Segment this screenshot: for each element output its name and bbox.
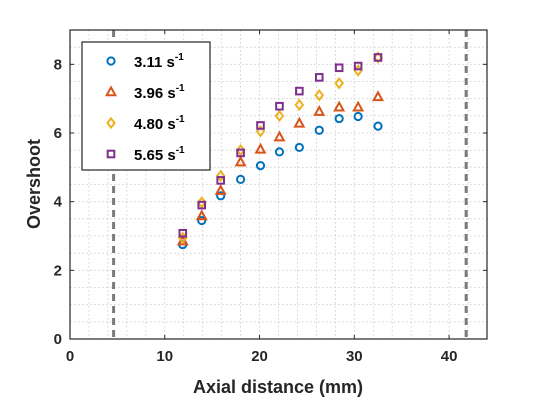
x-tick-label: 30: [346, 348, 363, 365]
data-point: [216, 191, 226, 201]
data-point: [353, 61, 363, 71]
data-point: [255, 125, 266, 138]
y-tick-label: 0: [54, 331, 62, 348]
legend-exponent: -1: [176, 145, 185, 156]
data-point: [214, 184, 227, 195]
legend-label: 4.80 s-1: [134, 114, 185, 133]
x-axis-title: Axial distance (mm): [193, 377, 363, 397]
data-point: [293, 116, 306, 128]
data-point: [334, 63, 344, 73]
y-tick-label: 2: [54, 262, 62, 279]
x-tick-label: 20: [251, 348, 268, 365]
data-point: [313, 105, 326, 116]
data-point: [255, 161, 266, 171]
data-point: [295, 86, 304, 96]
y-tick-label: 8: [54, 56, 62, 73]
data-point: [333, 100, 346, 112]
legend-exponent: -1: [176, 114, 185, 125]
data-point: [294, 98, 305, 112]
data-point: [195, 209, 208, 221]
legend-exponent: -1: [176, 83, 185, 94]
data-point: [235, 174, 246, 184]
data-point: [334, 76, 345, 90]
legend-exponent: -1: [175, 52, 184, 63]
data-points: [176, 51, 385, 250]
data-point: [256, 121, 265, 130]
y-tick-labels: 0 2 4 6 8: [54, 56, 63, 348]
legend-label: 3.11 s-1: [134, 52, 184, 71]
data-point: [314, 73, 324, 82]
data-point: [353, 111, 363, 122]
data-point: [275, 101, 284, 111]
data-point: [373, 121, 383, 131]
data-point: [274, 147, 285, 157]
data-point: [334, 113, 344, 124]
legend-label: 5.65 s-1: [134, 145, 185, 164]
data-point: [215, 169, 226, 183]
data-point: [274, 109, 285, 123]
y-tick-label: 6: [54, 125, 62, 142]
x-tick-label: 10: [156, 348, 173, 365]
legend-marker: [106, 56, 116, 66]
data-point: [314, 125, 324, 135]
data-point: [273, 130, 286, 142]
data-point: [197, 200, 207, 210]
data-point: [216, 176, 225, 185]
legend-marker: [106, 116, 116, 130]
data-point: [294, 142, 304, 153]
plot-frame: [69, 29, 488, 340]
data-point: [178, 228, 188, 238]
data-point: [234, 155, 247, 167]
legend-marker: [105, 85, 117, 97]
y-axis-title: Overshoot: [24, 139, 44, 229]
legend-marker: [106, 149, 116, 159]
legend-label: 3.96 s-1: [134, 83, 185, 102]
legend-box: [81, 41, 211, 171]
y-tick-label: 4: [54, 194, 63, 211]
data-point: [373, 53, 383, 62]
data-point: [372, 90, 385, 102]
data-point: [236, 148, 245, 158]
x-tick-label: 0: [66, 348, 74, 365]
data-point: [352, 100, 365, 112]
x-tick-label: 40: [441, 348, 458, 365]
data-point: [314, 89, 325, 102]
x-tick-labels: 0 10 20 30 40: [66, 348, 458, 365]
data-point: [254, 142, 267, 154]
legend: 3.11 s-1 3.96 s-1 4.80 s-1 5.65 s-1: [81, 41, 211, 171]
data-point: [197, 215, 207, 226]
